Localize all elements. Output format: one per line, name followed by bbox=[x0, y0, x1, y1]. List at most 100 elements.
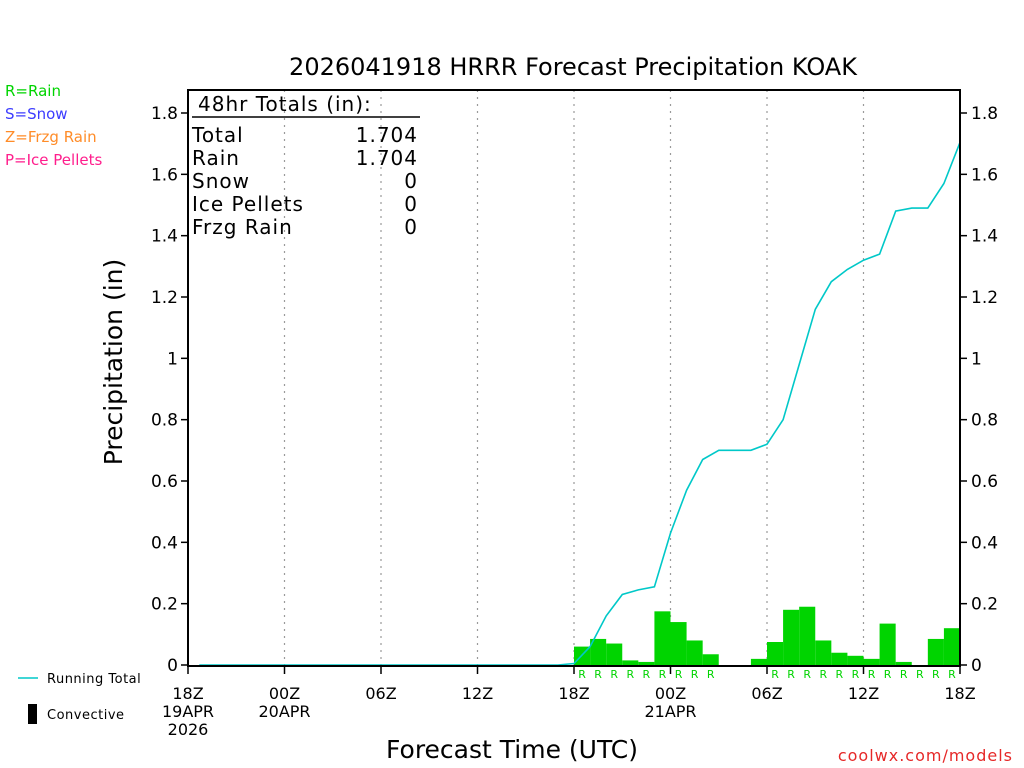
x-tick-label: 00Z bbox=[269, 684, 300, 703]
precip-bar bbox=[799, 606, 816, 665]
precip-bar bbox=[783, 609, 800, 665]
legend-bar-swatch bbox=[28, 704, 37, 724]
precip-type-legend: R=Rain S=Snow Z=Frzg Rain P=Ice Pellets bbox=[5, 82, 102, 169]
x-tick-label: 18Z bbox=[558, 684, 589, 703]
totals-row-value: 0 bbox=[404, 215, 418, 239]
hourly-precip-bars bbox=[574, 606, 960, 665]
precip-type-mark: R bbox=[819, 668, 827, 681]
x-tick-label: 18Z bbox=[172, 684, 203, 703]
precip-type-mark: R bbox=[691, 668, 699, 681]
y-tick-label-left: 1.8 bbox=[151, 104, 178, 124]
totals-rows: Total 1.704 Rain 1.704 Snow 0 Ice Pellets 0 Frzg… bbox=[191, 123, 418, 239]
precip-type-mark: R bbox=[884, 668, 892, 681]
totals-row-label: Snow bbox=[192, 169, 250, 193]
y-tick-label-left: 0.6 bbox=[151, 472, 178, 492]
precip-bar bbox=[654, 611, 671, 665]
precip-bar bbox=[879, 623, 896, 665]
precip-bar bbox=[606, 643, 623, 665]
series-legend-label: Convective bbox=[47, 708, 125, 723]
y-tick-label-right: 0.4 bbox=[971, 533, 998, 553]
totals-row-value: 1.704 bbox=[356, 123, 418, 147]
x-tick-label: 2026 bbox=[168, 720, 209, 739]
precip-type-mark: R bbox=[771, 668, 779, 681]
precip-bar bbox=[670, 622, 687, 665]
y-tick-label-right: 0 bbox=[971, 656, 982, 676]
precip-bar bbox=[831, 652, 848, 665]
x-tick-label: 20APR bbox=[258, 702, 310, 721]
series-legend: Running Total Convective bbox=[18, 672, 141, 724]
running-total-line-group bbox=[199, 142, 961, 666]
precip-bar bbox=[815, 640, 832, 665]
precip-bar bbox=[638, 661, 655, 665]
precip-bar bbox=[847, 655, 864, 665]
x-tick-label: 06Z bbox=[365, 684, 396, 703]
x-tick-label: 18Z bbox=[944, 684, 975, 703]
y-tick-label-left: 0.2 bbox=[151, 595, 178, 615]
y-axis-right: 0 0.2 0.4 0.6 0.8 1 1.2 1.4 1.6 1.8 bbox=[960, 104, 998, 676]
precip-type-mark: R bbox=[675, 668, 683, 681]
y-tick-label-left: 1 bbox=[167, 349, 178, 369]
precip-type-mark: R bbox=[626, 668, 634, 681]
precip-bar bbox=[863, 658, 880, 665]
y-tick-label-right: 0.8 bbox=[971, 411, 998, 431]
precip-type-mark: R bbox=[948, 668, 956, 681]
totals-row-label: Frzg Rain bbox=[192, 215, 293, 239]
precip-bar bbox=[943, 628, 960, 665]
y-tick-label-left: 1.6 bbox=[151, 165, 178, 185]
totals-row-label: Total bbox=[191, 123, 244, 147]
series-legend-label: Running Total bbox=[47, 672, 141, 687]
precip-bar bbox=[750, 658, 767, 665]
precip-type-mark: R bbox=[836, 668, 844, 681]
precip-bar bbox=[927, 638, 944, 665]
y-tick-label-left: 0.4 bbox=[151, 533, 178, 553]
precip-bar bbox=[767, 642, 784, 665]
precip-bar bbox=[895, 661, 912, 665]
y-tick-label-left: 0.8 bbox=[151, 411, 178, 431]
precip-type-mark: R bbox=[868, 668, 876, 681]
totals-row-label: Ice Pellets bbox=[192, 192, 304, 216]
precip-type-mark: R bbox=[707, 668, 715, 681]
type-legend-item: Z=Frzg Rain bbox=[5, 128, 97, 146]
y-tick-label-right: 0.6 bbox=[971, 472, 998, 492]
totals-box: 48hr Totals (in): Total 1.704 Rain 1.704 Sno… bbox=[191, 92, 420, 239]
y-tick-label-left: 0 bbox=[167, 656, 178, 676]
x-tick-label: 00Z bbox=[655, 684, 686, 703]
running-total-line bbox=[199, 142, 961, 666]
grid-lines bbox=[283, 90, 865, 666]
totals-header: 48hr Totals (in): bbox=[198, 92, 372, 116]
precip-type-mark: R bbox=[594, 668, 602, 681]
y-tick-label-left: 1.4 bbox=[151, 227, 178, 247]
y-tick-label-right: 1.8 bbox=[971, 104, 998, 124]
y-tick-label-right: 1.6 bbox=[971, 165, 998, 185]
precip-bar bbox=[702, 654, 719, 665]
y-axis-left: 0 0.2 0.4 0.6 0.8 1 1.2 1.4 1.6 1.8 bbox=[151, 104, 188, 676]
type-legend-item: P=Ice Pellets bbox=[5, 151, 102, 169]
y-tick-label-right: 0.2 bbox=[971, 595, 998, 615]
totals-row-label: Rain bbox=[192, 146, 240, 170]
precip-type-mark: R bbox=[803, 668, 811, 681]
totals-row-value: 0 bbox=[404, 169, 418, 193]
y-tick-label-left: 1.2 bbox=[151, 288, 178, 308]
y-tick-label-right: 1 bbox=[971, 349, 982, 369]
x-tick-label: 06Z bbox=[751, 684, 782, 703]
chart-title: 2026041918 HRRR Forecast Precipitation K… bbox=[289, 53, 858, 81]
type-legend-item: R=Rain bbox=[5, 82, 61, 100]
x-tick-label: 21APR bbox=[644, 702, 696, 721]
totals-row-value: 1.704 bbox=[356, 146, 418, 170]
footer-credit: coolwx.com/models bbox=[838, 746, 1013, 765]
y-axis-label: Precipitation (in) bbox=[99, 259, 128, 466]
precip-type-mark: R bbox=[787, 668, 795, 681]
precip-type-mark: R bbox=[578, 668, 586, 681]
precip-type-mark: R bbox=[916, 668, 924, 681]
precip-type-mark: R bbox=[932, 668, 940, 681]
totals-row-value: 0 bbox=[404, 192, 418, 216]
x-tick-label: 12Z bbox=[848, 684, 879, 703]
precip-type-mark: R bbox=[643, 668, 651, 681]
x-tick-label: 12Z bbox=[462, 684, 493, 703]
precip-bar bbox=[686, 640, 703, 665]
precip-type-mark: R bbox=[659, 668, 667, 681]
precip-type-mark: R bbox=[900, 668, 908, 681]
